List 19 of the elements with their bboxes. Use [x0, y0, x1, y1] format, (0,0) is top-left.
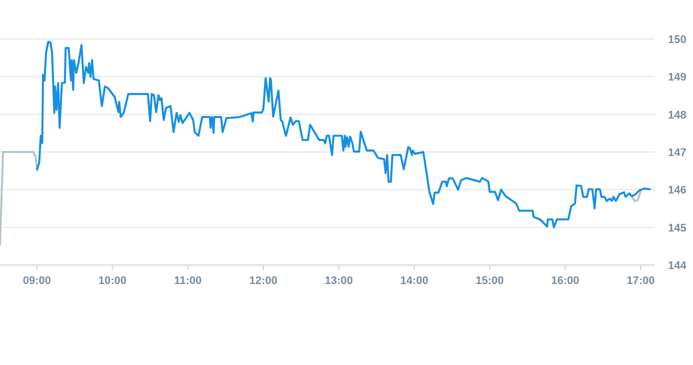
x-tick-label: 16:00 — [551, 275, 580, 287]
y-tick-label: 150 — [668, 34, 686, 46]
x-tick-label: 17:00 — [626, 275, 655, 287]
y-tick-label: 146 — [668, 184, 686, 197]
y-tick-label: 149 — [668, 72, 686, 84]
x-tick-label: 12:00 — [249, 275, 278, 287]
y-tick-label: 147 — [668, 147, 686, 159]
x-tick-label: 14:00 — [400, 275, 428, 287]
x-tick-label: 15:00 — [476, 275, 504, 287]
line-series — [0, 151, 38, 246]
x-tick-label: 09:00 — [22, 275, 52, 287]
x-tick-label: 11:00 — [174, 275, 202, 287]
y-tick-label: 148 — [668, 109, 686, 122]
line-series — [36, 40, 651, 228]
x-tick-label: 13:00 — [324, 275, 353, 287]
line-series — [630, 190, 642, 202]
y-tick-label: 144 — [668, 260, 688, 272]
x-tick-label: 10:00 — [98, 275, 127, 287]
y-tick-label: 145 — [668, 222, 686, 234]
